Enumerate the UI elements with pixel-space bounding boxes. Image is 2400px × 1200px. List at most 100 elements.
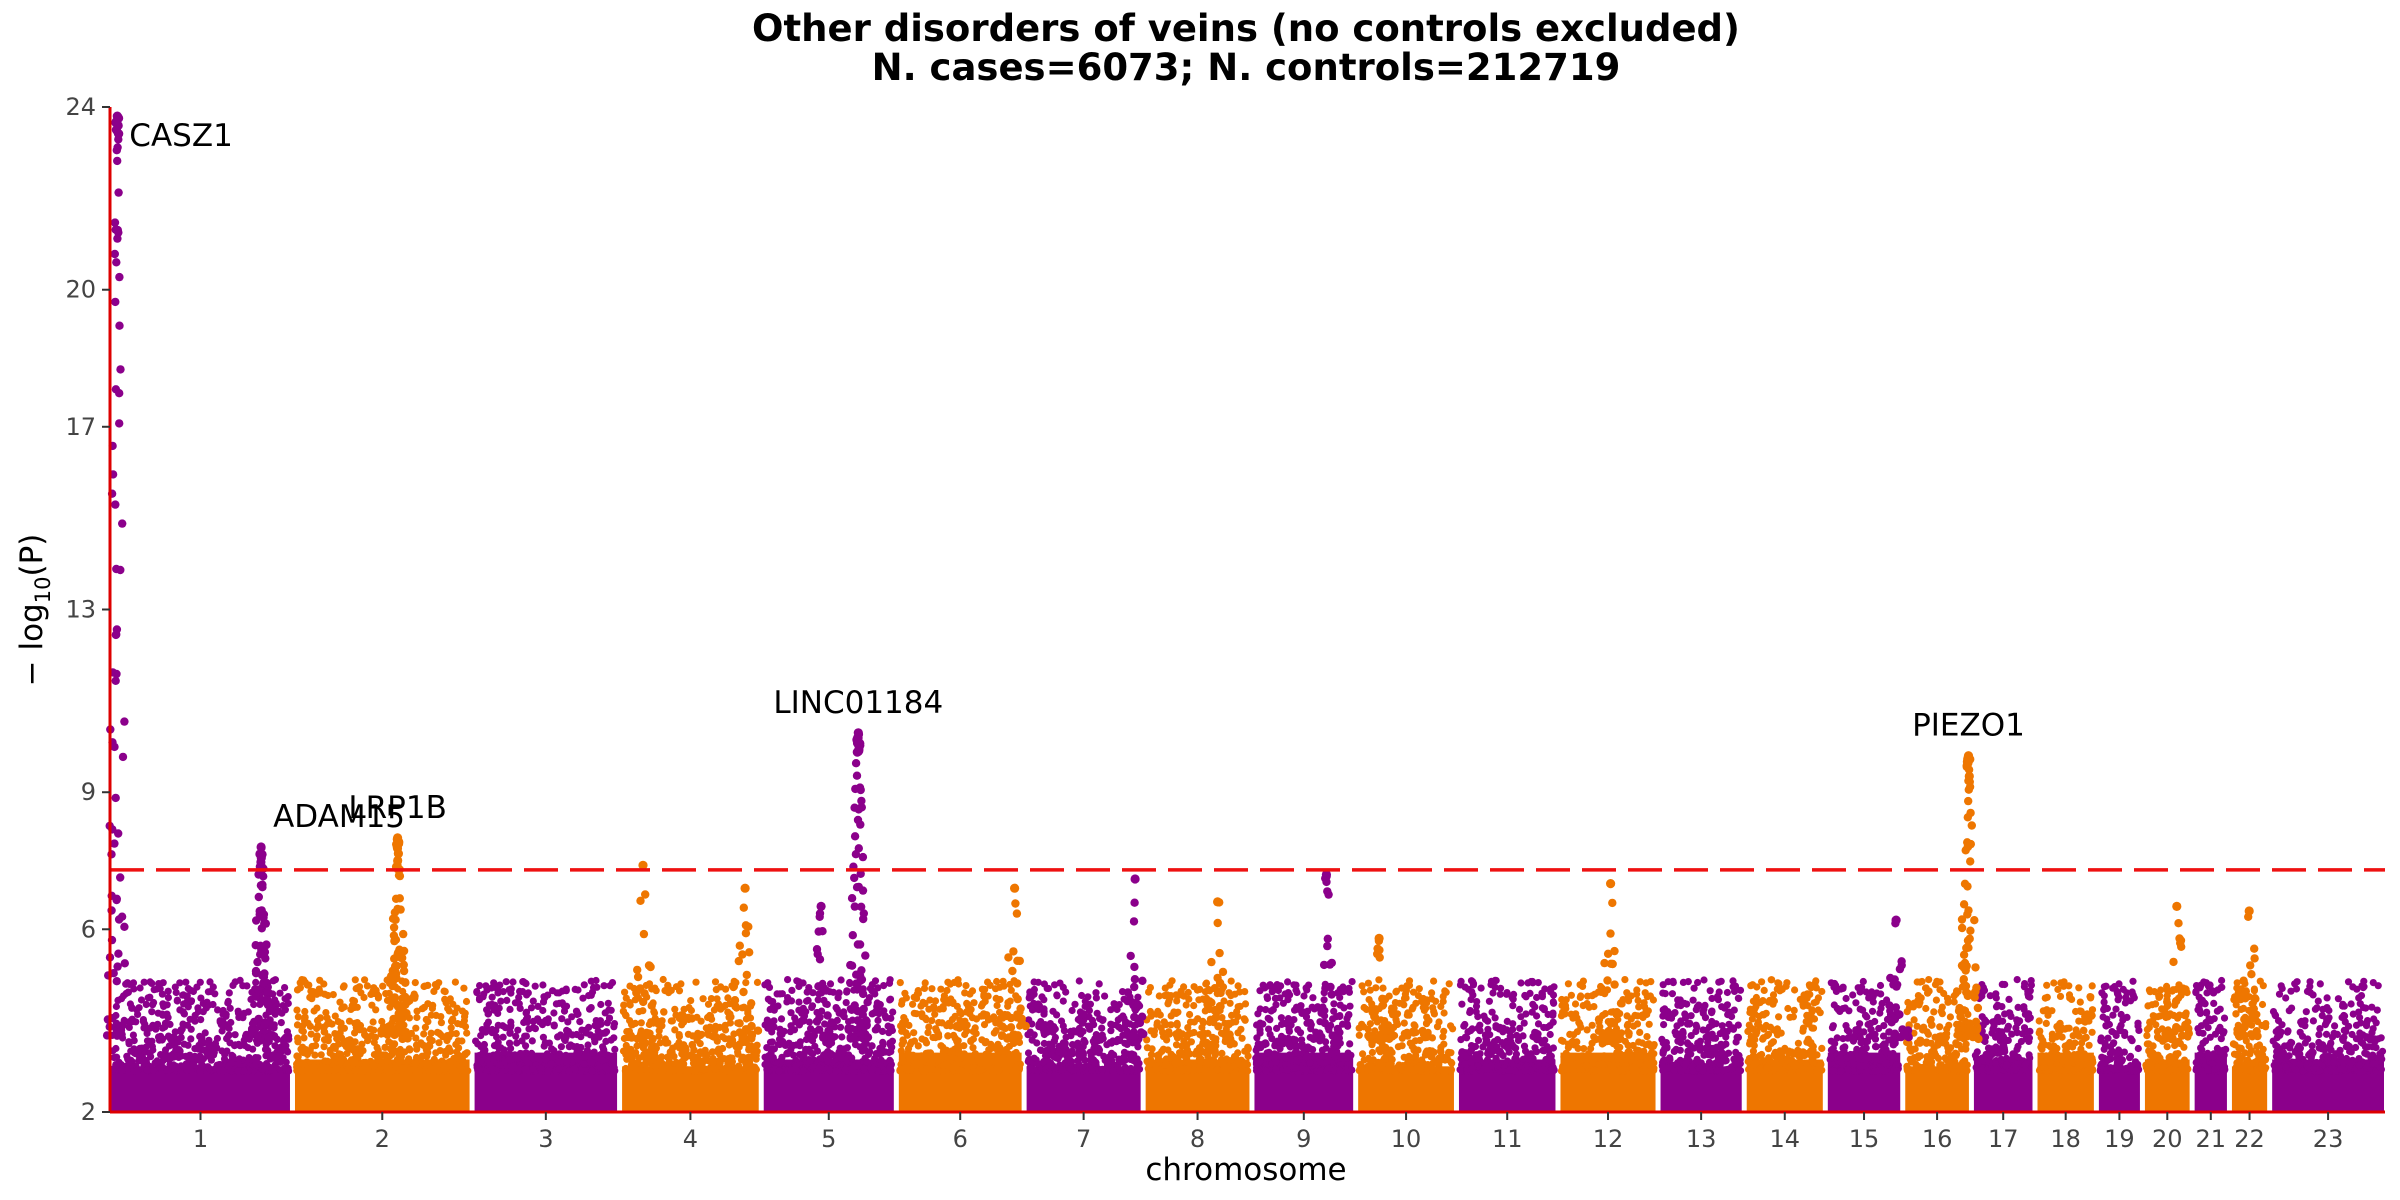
data-point [1265,1025,1273,1033]
chromosome-points-10 [1355,976,1457,1112]
data-point [1273,1024,1281,1032]
data-point [412,1041,421,1049]
data-point [405,1067,413,1075]
data-point [805,986,813,994]
data-point [1497,984,1505,992]
data-point [1234,1003,1242,1011]
data-point [948,1015,957,1024]
data-point [113,1053,121,1061]
data-point [647,1044,655,1052]
data-point [670,1052,678,1060]
data-point [712,986,720,994]
data-point [1548,1066,1556,1074]
data-point [1237,1025,1245,1033]
data-point [787,1022,795,1030]
chromosome-points-8 [1143,977,1252,1112]
data-point [777,1015,786,1023]
data-point [1123,1067,1131,1075]
data-point [405,1055,413,1063]
data-point [445,1007,453,1015]
data-point [827,1050,835,1058]
data-point [900,1014,908,1022]
data-point [413,1013,421,1022]
data-point [313,1004,321,1012]
data-point [1559,1008,1567,1016]
data-point [953,1037,961,1045]
data-point [323,1057,332,1065]
data-point [450,1067,458,1075]
data-point [496,1061,504,1069]
data-point [1260,1041,1268,1049]
data-point [382,990,390,998]
data-point [1546,1030,1554,1039]
data-point [696,1048,705,1056]
data-point [1503,1026,1511,1034]
data-point [1283,1066,1291,1074]
data-point [791,1014,799,1022]
data-point [1238,1034,1246,1042]
data-point [1368,1000,1376,1008]
data-point [385,1038,393,1046]
data-point [659,975,667,984]
data-point [164,1032,173,1040]
data-point [488,993,496,1001]
data-point [1423,1019,1431,1027]
chromosome-points-1 [108,976,293,1112]
data-point [649,1051,657,1059]
data-point [306,993,314,1002]
data-point [832,1067,840,1075]
data-point [325,1018,333,1026]
data-point [1630,1022,1638,1030]
data-point [1062,988,1070,996]
data-point [803,997,811,1005]
data-point [1411,1053,1419,1061]
data-point [186,1015,194,1023]
data-point [455,1052,463,1060]
data-point [300,976,308,984]
data-point [610,1023,618,1031]
data-point [1330,1000,1338,1008]
data-point [683,1051,691,1059]
data-point [1546,1022,1554,1030]
data-point [905,1021,913,1029]
data-point [939,1005,947,1013]
data-point [369,1018,377,1026]
data-point [351,1038,359,1046]
data-point [993,1051,1001,1059]
data-point [1089,1037,1097,1045]
data-point [1325,1057,1333,1065]
data-point [411,979,419,987]
data-point [800,1050,808,1058]
data-point [600,982,608,990]
data-point [161,1054,169,1062]
data-point [1410,1021,1418,1029]
data-point [1469,991,1477,999]
data-point [1099,1035,1107,1043]
data-point [898,1000,906,1008]
data-point [1170,1053,1179,1062]
data-point [838,1033,846,1041]
data-point [441,988,449,996]
data-point [921,999,929,1008]
data-point [369,987,377,995]
data-point [1271,1050,1279,1058]
data-point [159,1063,167,1071]
data-point [577,1043,585,1052]
data-point [360,1065,368,1073]
data-point [1475,1055,1483,1063]
data-point [879,1041,887,1049]
data-point [277,1019,285,1027]
data-point [539,1006,547,1015]
data-point [1430,977,1438,985]
data-point [130,1037,138,1045]
data-point [1176,1066,1184,1074]
data-point [252,1058,260,1066]
data-point [435,979,443,987]
data-point [1521,1067,1529,1075]
data-point [1005,1042,1014,1050]
data-point [550,1009,558,1017]
data-point [1492,1022,1500,1030]
data-point [227,1059,236,1067]
data-point [544,1067,553,1075]
data-point [271,1054,279,1062]
